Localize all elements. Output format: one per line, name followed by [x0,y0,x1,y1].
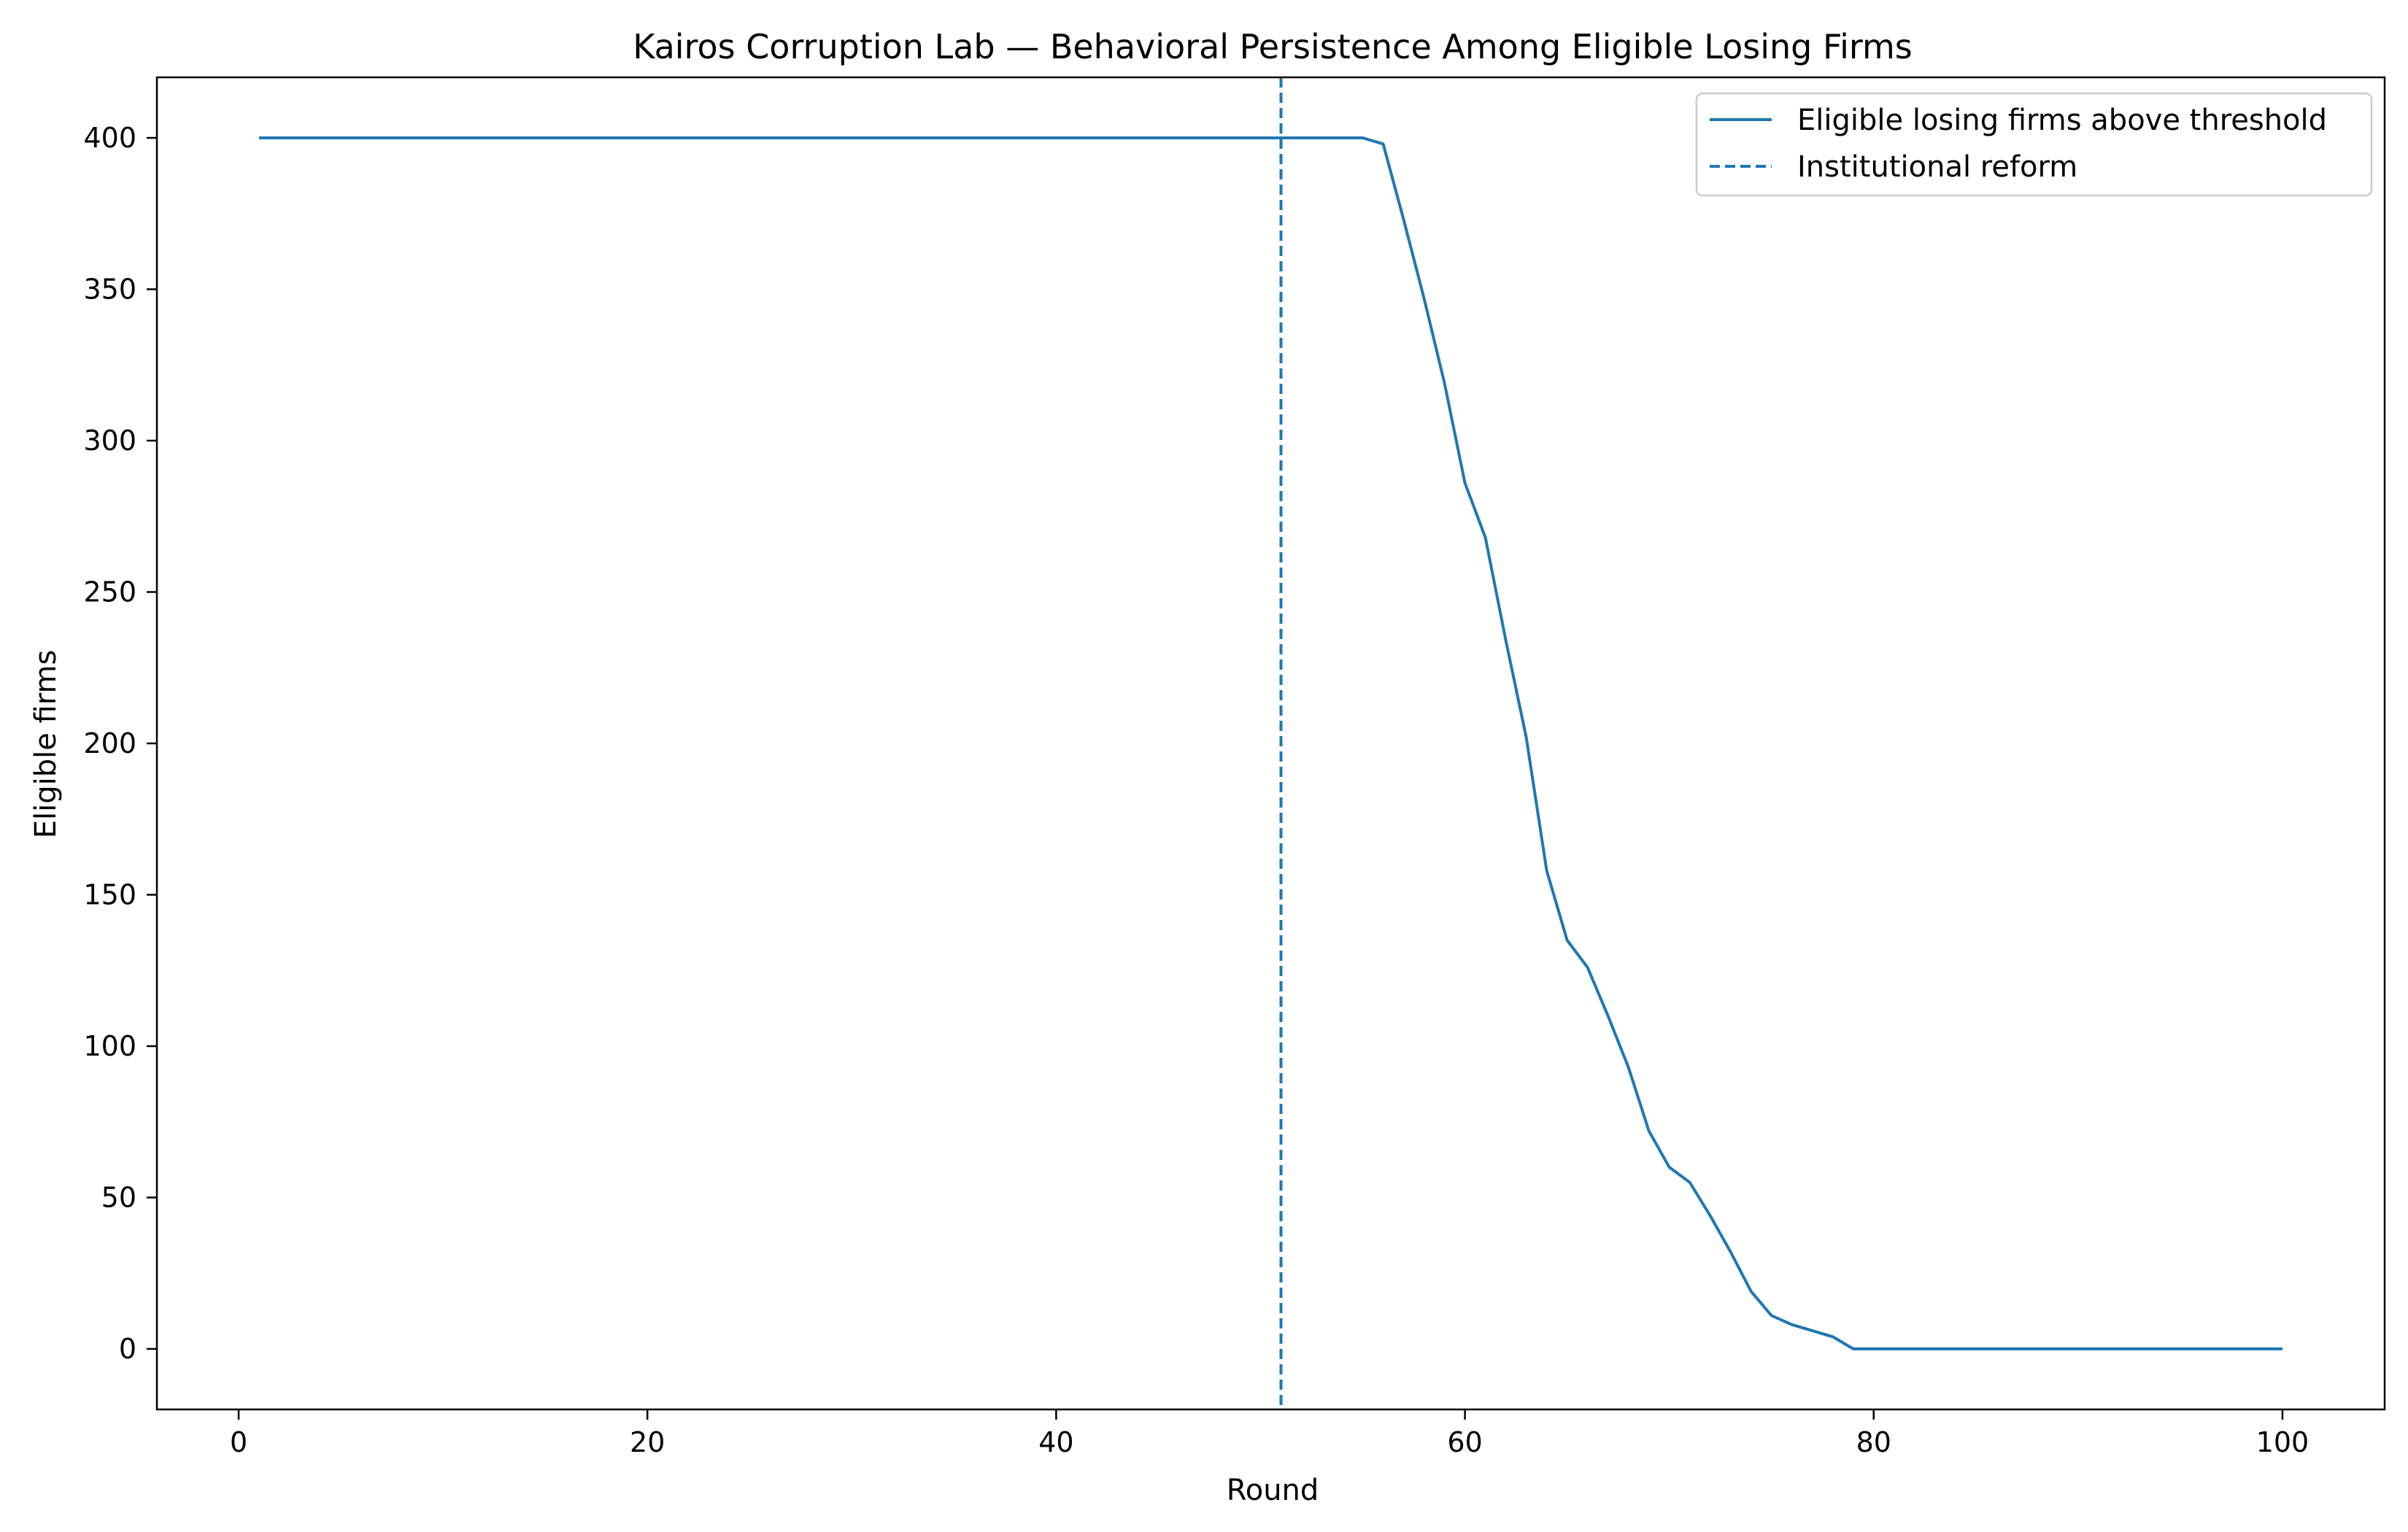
legend-box [1695,92,2373,197]
y-tick-label: 350 [83,274,136,306]
y-tick-label: 200 [83,727,136,759]
x-tick-label: 80 [1856,1426,1891,1458]
y-tick-label: 150 [83,879,136,911]
y-tick-label: 250 [83,576,136,608]
y-tick-label: 300 [83,425,136,457]
y-axis-label: Eligible firms [29,650,63,839]
series-line [259,136,2282,1350]
x-tick-label: 60 [1447,1426,1482,1458]
x-tick-label: 0 [230,1426,247,1458]
y-tick-label: 400 [83,122,136,154]
x-tick-label: 20 [630,1426,665,1458]
y-tick-label: 0 [119,1333,136,1365]
legend-label-series: Eligible losing firms above threshold [1797,104,2327,137]
x-tick-label: 40 [1038,1426,1073,1458]
y-tick-label: 50 [101,1182,136,1214]
y-tick-label: 100 [83,1030,136,1062]
legend-label-reform: Institutional reform [1797,150,2077,184]
chart-title: Kairos Corruption Lab — Behavioral Persi… [633,27,1913,66]
x-axis-label: Round [1227,1474,1319,1507]
legend: Eligible losing firms above threshold In… [1695,92,2373,197]
plot-area-frame [155,76,2386,1411]
x-tick-label: 100 [2256,1426,2309,1458]
